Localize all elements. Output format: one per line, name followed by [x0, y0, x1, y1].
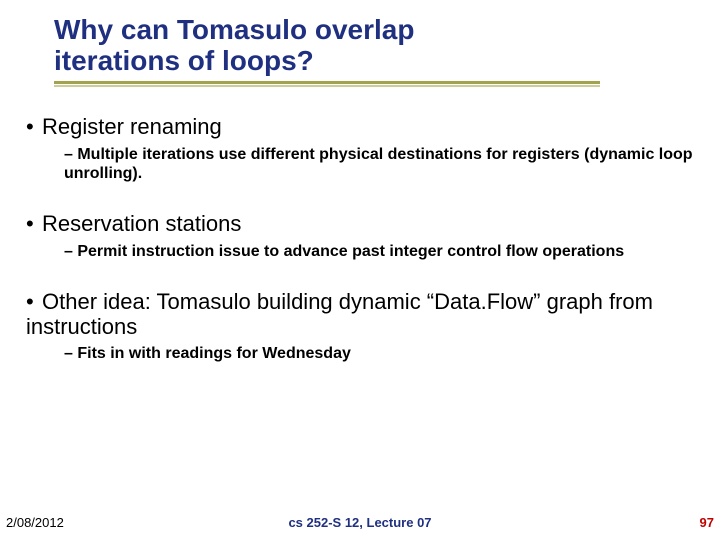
bullet-dot-icon: •: [26, 290, 42, 314]
bullet-2-text: Reservation stations: [42, 211, 241, 236]
bullet-2: •Reservation stations: [20, 211, 700, 237]
bullet-1: •Register renaming: [20, 114, 700, 140]
bullet-3-text: Other idea: Tomasulo building dynamic “D…: [26, 289, 653, 338]
title-underline: [54, 81, 600, 88]
bullet-3-sub-1-text: Fits in with readings for Wednesday: [77, 345, 351, 362]
bullet-1-sub-1-text: Multiple iterations use different physic…: [64, 146, 693, 182]
content-area: •Register renaming – Multiple iterations…: [0, 88, 720, 364]
slide-title-line1: Why can Tomasulo overlap: [54, 14, 720, 45]
bullet-2-sub-1: – Permit instruction issue to advance pa…: [20, 243, 700, 262]
footer-center: cs 252-S 12, Lecture 07: [0, 515, 720, 530]
title-block: Why can Tomasulo overlap iterations of l…: [0, 0, 720, 88]
slide-title-line2: iterations of loops?: [54, 45, 720, 76]
dash-icon: –: [64, 243, 77, 262]
bullet-3: •Other idea: Tomasulo building dynamic “…: [20, 290, 700, 338]
bullet-1-sub-1: – Multiple iterations use different phys…: [20, 146, 700, 184]
dash-icon: –: [64, 146, 77, 165]
bullet-3-sub-1: – Fits in with readings for Wednesday: [20, 345, 700, 364]
dash-icon: –: [64, 345, 77, 364]
bullet-2-sub-1-text: Permit instruction issue to advance past…: [77, 243, 624, 260]
footer-page-number: 97: [700, 515, 714, 530]
bullet-1-text: Register renaming: [42, 114, 222, 139]
bullet-dot-icon: •: [26, 211, 42, 237]
bullet-dot-icon: •: [26, 114, 42, 140]
